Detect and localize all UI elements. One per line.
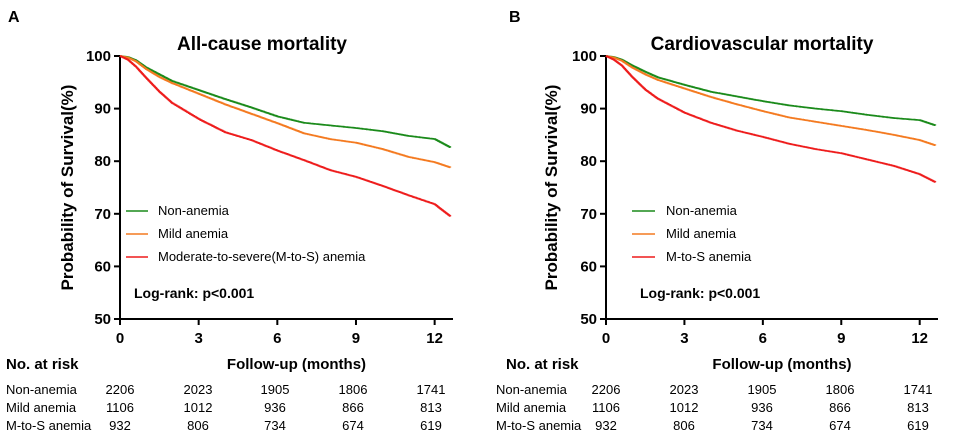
x-tick-label: 12 (911, 330, 928, 347)
risk-cell: 1106 (106, 400, 134, 415)
y-tick-label: 70 (94, 206, 111, 223)
risk-cell: 1741 (904, 382, 933, 397)
x-tick-label: 9 (837, 330, 845, 347)
chart-title: Cardiovascular mortality (651, 34, 874, 55)
risk-cell: 2206 (106, 382, 135, 397)
chart-title: All-cause mortality (177, 34, 347, 55)
y-tick-label: 80 (580, 153, 597, 170)
risk-row-label: Mild anemia (6, 400, 77, 415)
y-tick-label: 80 (94, 153, 111, 170)
y-tick-label: 50 (580, 311, 597, 328)
risk-cell: 813 (420, 400, 442, 415)
risk-cell: 806 (187, 418, 209, 433)
risk-cell: 932 (109, 418, 131, 433)
y-tick-label: 50 (94, 311, 111, 328)
series-line-1 (605, 55, 937, 126)
risk-cell: 936 (751, 400, 773, 415)
risk-cell: 866 (829, 400, 851, 415)
legend-label: Non-anemia (158, 203, 230, 218)
risk-cell: 674 (829, 418, 851, 433)
risk-cell: 619 (420, 418, 442, 433)
x-tick-label: 9 (352, 330, 360, 347)
risk-cell: 734 (264, 418, 286, 433)
risk-cell: 734 (751, 418, 773, 433)
risk-table-title: No. at risk (6, 356, 79, 373)
y-axis-label: Probability of Survival(%) (58, 85, 77, 291)
x-tick-label: 0 (602, 330, 610, 347)
risk-cell: 936 (264, 400, 286, 415)
x-tick-label: 12 (426, 330, 443, 347)
legend-label: M-to-S anemia (666, 249, 752, 264)
y-tick-label: 60 (580, 258, 597, 275)
risk-cell: 1905 (748, 382, 777, 397)
risk-row-label: Non-anemia (6, 382, 78, 397)
risk-cell: 674 (342, 418, 364, 433)
logrank-annotation: Log-rank: p<0.001 (640, 285, 760, 301)
y-tick-label: 90 (94, 101, 111, 118)
risk-cell: 2023 (184, 382, 213, 397)
risk-cell: 2023 (670, 382, 699, 397)
series-line-3 (119, 55, 452, 217)
chart-panel-a: A All-cause mortality 50 60 70 80 90 100 0 3 6 9 12 P… (6, 9, 453, 433)
risk-cell: 2206 (592, 382, 621, 397)
risk-cell: 1806 (339, 382, 368, 397)
y-tick-label: 70 (580, 206, 597, 223)
legend-label: Mild anemia (158, 226, 229, 241)
x-tick-label: 6 (759, 330, 767, 347)
risk-cell: 1012 (670, 400, 699, 415)
panel-letter: B (509, 9, 521, 26)
y-tick-label: 100 (572, 48, 597, 65)
risk-cell: 866 (342, 400, 364, 415)
logrank-annotation: Log-rank: p<0.001 (134, 285, 254, 301)
x-axis-label: Follow-up (months) (712, 356, 851, 373)
legend-label: Mild anemia (666, 226, 737, 241)
chart-panel-b: B Cardiovascular mortality 50 60 70 80 90 100 0 3… (496, 9, 938, 433)
risk-table-title: No. at risk (506, 356, 579, 373)
series-line-2 (605, 55, 937, 146)
risk-row-label: M-to-S anemia (496, 418, 582, 433)
legend-label: Moderate-to-severe(M-to-S) anemia (158, 249, 366, 264)
risk-row-label: M-to-S anemia (6, 418, 92, 433)
y-tick-label: 90 (580, 101, 597, 118)
risk-cell: 813 (907, 400, 929, 415)
risk-cell: 1741 (417, 382, 446, 397)
x-tick-label: 3 (680, 330, 688, 347)
risk-cell: 806 (673, 418, 695, 433)
risk-cell: 619 (907, 418, 929, 433)
x-tick-label: 6 (273, 330, 281, 347)
risk-cell: 1806 (826, 382, 855, 397)
series-line-2 (119, 55, 452, 169)
risk-cell: 1012 (184, 400, 213, 415)
risk-cell: 932 (595, 418, 617, 433)
risk-row-label: Mild anemia (496, 400, 567, 415)
risk-row-label: Non-anemia (496, 382, 568, 397)
x-axis-label: Follow-up (months) (227, 356, 366, 373)
risk-cell: 1905 (261, 382, 290, 397)
x-tick-label: 3 (194, 330, 202, 347)
y-axis-label: Probability of Survival(%) (542, 85, 561, 291)
x-tick-label: 0 (116, 330, 124, 347)
risk-cell: 1106 (592, 400, 620, 415)
y-tick-label: 100 (86, 48, 111, 65)
panel-letter: A (8, 9, 20, 26)
series-line-3 (605, 55, 937, 183)
y-tick-label: 60 (94, 258, 111, 275)
legend-label: Non-anemia (666, 203, 738, 218)
